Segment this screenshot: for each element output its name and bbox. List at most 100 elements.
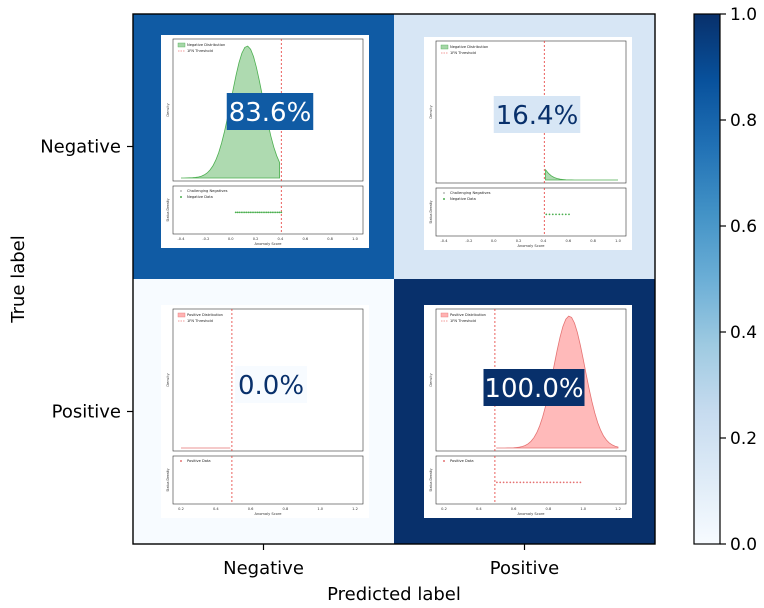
x-axis-label: Predicted label: [327, 584, 461, 605]
strip-point: [253, 211, 255, 214]
strip-point: [249, 211, 252, 214]
colorbar-tick-label: 0.0: [730, 535, 757, 555]
cell-value-box: [235, 366, 307, 403]
cell-value-box: [483, 369, 585, 406]
inset-xtick-label: -0.2: [202, 237, 209, 241]
inset-plot-positive-positive: Positive Distribution 1FN Threshold Positi…: [424, 305, 632, 518]
inset-xtick-label: 0.4: [278, 237, 284, 241]
inset-xtick-label: 0.6: [302, 237, 308, 241]
x-tick-label: Positive: [490, 558, 559, 579]
strip-point: [552, 481, 555, 484]
strip-point: [260, 211, 263, 214]
colorbar: [693, 13, 721, 545]
inset-xtick-label: 0.2: [516, 239, 522, 243]
strip-point: [236, 211, 239, 214]
strip-point: [262, 211, 264, 214]
cell-value-box: [226, 93, 314, 130]
inset-xlabel: Anomaly Score: [255, 242, 283, 246]
legend-label-top: Negative Distribution: [450, 45, 488, 49]
strip-point: [240, 211, 243, 214]
inset-ylabel-top: Density: [166, 103, 170, 116]
legend-swatch-distribution: [177, 312, 186, 318]
inset-xtick-label: 0.2: [441, 507, 447, 511]
inset-bottom-frame: [435, 455, 627, 505]
inset-xtick-label: 1.2: [615, 507, 621, 511]
strip-point: [551, 213, 554, 216]
cell-value-label: 100.0%: [484, 374, 583, 404]
strip-point: [556, 481, 558, 484]
legend-swatch-distribution: [440, 44, 449, 50]
inset-xtick-label: 0.0: [491, 239, 497, 243]
strip-point: [273, 211, 275, 214]
legend-label-bottom: Negative Data: [187, 195, 213, 199]
inset-xtick-label: 0.4: [541, 239, 547, 243]
legend-swatch-point: [443, 460, 445, 462]
inset-xtick-label: 1.0: [352, 237, 358, 241]
inset-xtick-label: 1.0: [580, 507, 586, 511]
inset-xlabel: Anomaly Score: [518, 512, 546, 516]
inset-xtick-label: -0.4: [440, 239, 448, 243]
inset-xtick-label: 1.2: [352, 507, 358, 511]
strip-point: [276, 211, 279, 214]
strip-point: [548, 213, 551, 216]
inset-xtick-label: 0.4: [476, 507, 482, 511]
strip-point: [558, 213, 561, 216]
y-tick-label: Negative: [40, 137, 121, 158]
plot-frame: [132, 13, 656, 545]
strip-point: [274, 211, 277, 214]
legend-label-top: Positive Distribution: [450, 313, 486, 317]
inset-bottom-frame: [435, 187, 627, 237]
strip-point: [238, 211, 241, 214]
y-axis-label: True label: [8, 235, 29, 324]
inset-xtick-label: 1.0: [317, 507, 323, 511]
legend-label-top: 1FN Threshold: [450, 319, 476, 323]
strip-point: [549, 481, 552, 484]
colorbar-tick-label: 0.6: [730, 217, 757, 237]
inset-plot-positive-negative: Positive Distribution 1FN Threshold Positi…: [161, 305, 369, 518]
colorbar-tick-label: 0.4: [730, 323, 757, 343]
strip-point: [269, 211, 272, 214]
inset-background: [161, 305, 369, 518]
strip-point: [234, 211, 237, 214]
cell-value-label: 16.4%: [496, 101, 579, 131]
strip-point: [522, 481, 525, 484]
strip-point: [545, 213, 548, 216]
legend-label-top: 1FN Threshold: [187, 49, 213, 53]
inset-xtick-label: 0.2: [178, 507, 184, 511]
inset-background: [424, 305, 632, 518]
strip-point: [264, 211, 266, 214]
legend-label-top: 1FN Threshold: [450, 51, 476, 55]
legend-label-top: Negative Distribution: [187, 43, 225, 47]
legend-label-top: Positive Distribution: [187, 313, 223, 317]
inset-xtick-label: 0.2: [253, 237, 259, 241]
colorbar-tick-label: 0.8: [730, 111, 757, 131]
legend-label-bottom: Positive Data: [187, 459, 211, 463]
strip-point: [562, 481, 565, 484]
strip-point: [561, 213, 564, 216]
inset-xtick-label: -0.2: [465, 239, 472, 243]
inset-plot-negative-positive: Negative Distribution 1FN Threshold Challe…: [424, 37, 632, 250]
legend-label-bottom: Challenging Negatives: [450, 191, 491, 195]
strip-point: [566, 481, 568, 484]
x-tick-label: Negative: [223, 558, 304, 579]
legend-label-top: 1FN Threshold: [187, 319, 213, 323]
strip-point: [564, 213, 567, 216]
inset-ylabel-top: Density: [166, 373, 170, 386]
strip-point: [245, 211, 248, 214]
strip-point: [546, 481, 548, 484]
inset-xtick-label: 0.0: [228, 237, 234, 241]
inset-xtick-label: 0.4: [213, 507, 219, 511]
legend-swatch-distribution: [440, 312, 449, 318]
strip-point: [251, 211, 254, 214]
inset-top-frame: [172, 38, 364, 182]
strip-point: [247, 211, 250, 214]
strip-point: [536, 481, 538, 484]
strip-point: [265, 211, 268, 214]
inset-ylabel-bottom: Status Density: [166, 468, 170, 491]
strip-point: [254, 211, 257, 214]
strip-point: [576, 481, 578, 484]
cell-value-box: [493, 96, 581, 133]
legend-swatch-point: [180, 460, 182, 462]
strip-point: [509, 481, 512, 484]
inset-xlabel: Anomaly Score: [255, 512, 283, 516]
